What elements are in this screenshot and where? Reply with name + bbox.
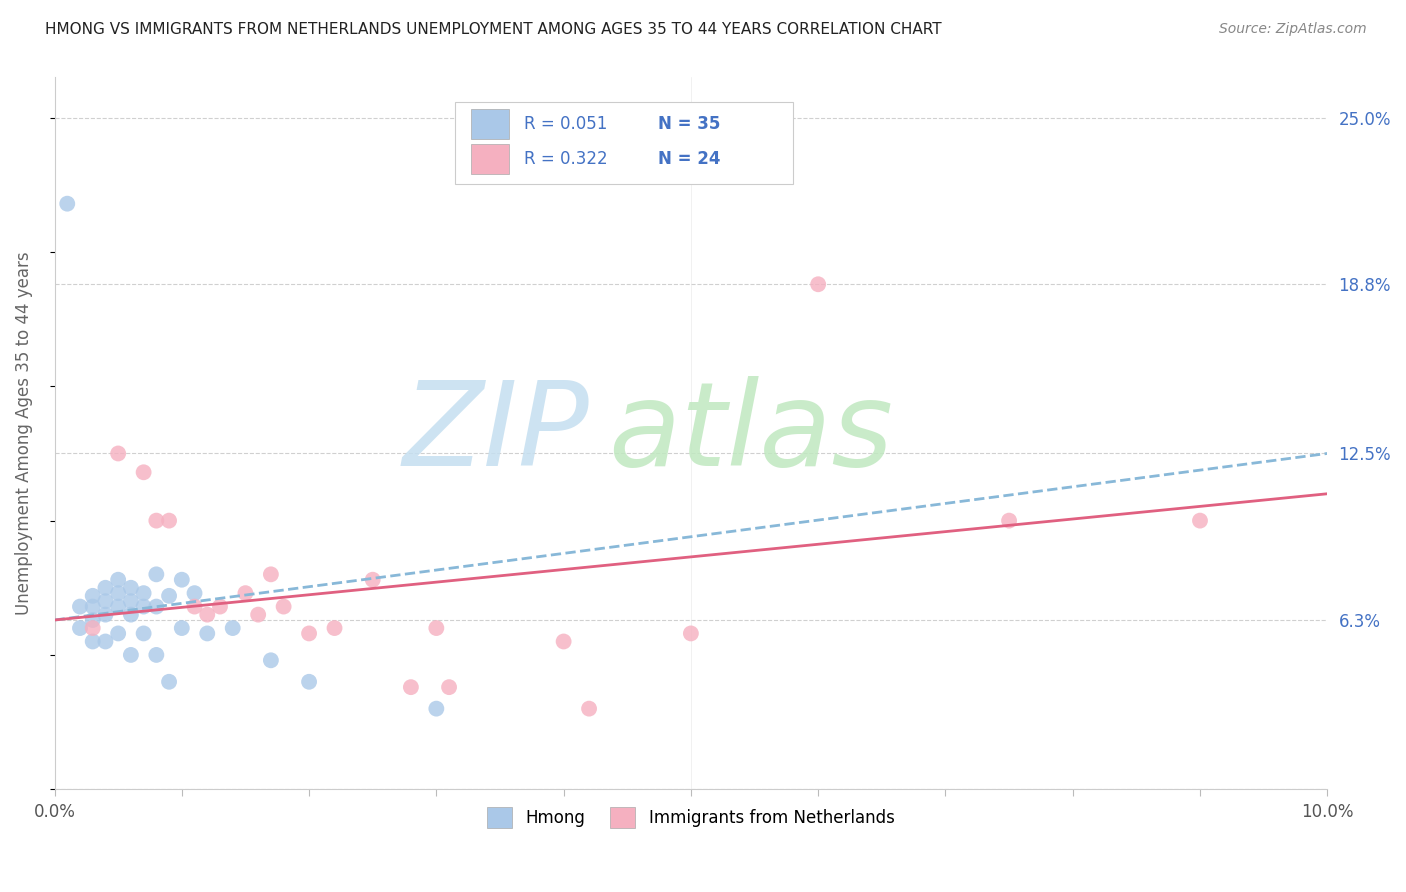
FancyBboxPatch shape xyxy=(456,103,793,185)
FancyBboxPatch shape xyxy=(471,109,509,138)
Point xyxy=(107,446,129,460)
Legend: Hmong, Immigrants from Netherlands: Hmong, Immigrants from Netherlands xyxy=(481,801,901,834)
Point xyxy=(107,586,129,600)
Point xyxy=(107,626,129,640)
Point xyxy=(235,586,257,600)
Point xyxy=(82,599,104,614)
Y-axis label: Unemployment Among Ages 35 to 44 years: Unemployment Among Ages 35 to 44 years xyxy=(15,252,32,615)
Point xyxy=(553,634,575,648)
Point xyxy=(399,680,422,694)
Point xyxy=(145,648,167,662)
Point xyxy=(361,573,384,587)
Point xyxy=(132,465,155,479)
Point xyxy=(145,567,167,582)
Point xyxy=(94,594,117,608)
Point xyxy=(94,607,117,622)
Point xyxy=(183,599,205,614)
Point xyxy=(170,621,193,635)
Point xyxy=(157,514,180,528)
Point xyxy=(679,626,702,640)
Point xyxy=(120,581,142,595)
Point xyxy=(183,586,205,600)
Point xyxy=(82,589,104,603)
Point xyxy=(145,599,167,614)
Point xyxy=(120,594,142,608)
Text: Source: ZipAtlas.com: Source: ZipAtlas.com xyxy=(1219,22,1367,37)
Point xyxy=(425,621,447,635)
Point xyxy=(208,599,231,614)
Point xyxy=(260,653,283,667)
Text: R = 0.322: R = 0.322 xyxy=(524,150,607,169)
Point xyxy=(260,567,283,582)
Point xyxy=(82,634,104,648)
Point xyxy=(69,599,91,614)
Point xyxy=(69,621,91,635)
Point xyxy=(807,277,830,292)
Text: atlas: atlas xyxy=(609,376,893,491)
Text: R = 0.051: R = 0.051 xyxy=(524,115,607,133)
Point xyxy=(578,701,600,715)
Text: ZIP: ZIP xyxy=(402,376,589,491)
Point xyxy=(145,514,167,528)
Point xyxy=(195,607,218,622)
Point xyxy=(107,573,129,587)
Point xyxy=(107,599,129,614)
Point xyxy=(298,626,321,640)
Point xyxy=(56,196,79,211)
Point xyxy=(998,514,1021,528)
Point xyxy=(195,626,218,640)
Point xyxy=(273,599,295,614)
Point xyxy=(425,701,447,715)
Point xyxy=(298,674,321,689)
Point xyxy=(157,589,180,603)
Point xyxy=(170,573,193,587)
Point xyxy=(132,626,155,640)
Point xyxy=(132,586,155,600)
Point xyxy=(132,599,155,614)
Point xyxy=(222,621,245,635)
Text: HMONG VS IMMIGRANTS FROM NETHERLANDS UNEMPLOYMENT AMONG AGES 35 TO 44 YEARS CORR: HMONG VS IMMIGRANTS FROM NETHERLANDS UNE… xyxy=(45,22,942,37)
Point xyxy=(1188,514,1211,528)
FancyBboxPatch shape xyxy=(471,145,509,174)
Point xyxy=(437,680,460,694)
Point xyxy=(94,634,117,648)
Text: N = 24: N = 24 xyxy=(658,150,720,169)
Point xyxy=(94,581,117,595)
Point xyxy=(82,621,104,635)
Point xyxy=(120,607,142,622)
Point xyxy=(120,648,142,662)
Point xyxy=(157,674,180,689)
Point xyxy=(82,613,104,627)
Point xyxy=(323,621,346,635)
Point xyxy=(247,607,270,622)
Text: N = 35: N = 35 xyxy=(658,115,720,133)
